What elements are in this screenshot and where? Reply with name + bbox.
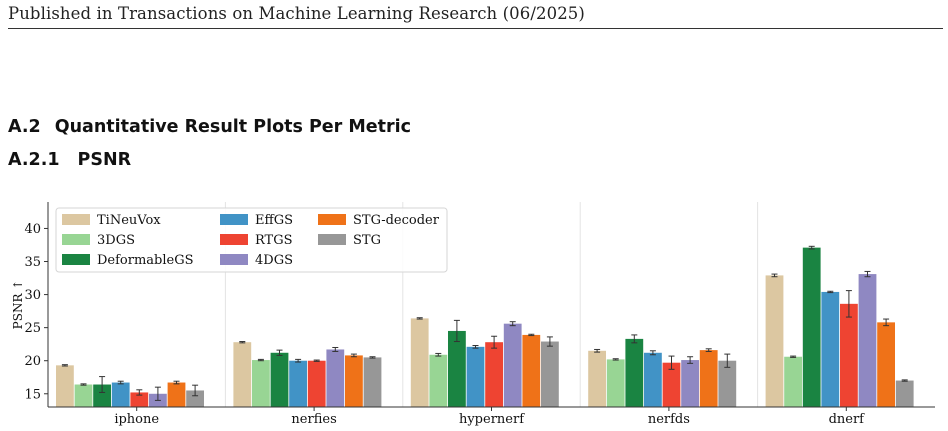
y-tick-label: 20 [24,354,41,369]
legend-label-DeformableGS: DeformableGS [97,253,194,268]
bar-DeformableGS-iphone [93,384,111,407]
bar-TiNeuVox-iphone [56,365,74,407]
x-tick-label-nerfds: nerfds [648,412,690,427]
legend-swatch-RTGS [220,234,248,245]
legend-label-STG: STG [353,233,381,248]
bar-RTGS-dnerf [840,303,858,407]
bar-4DGS-dnerf [858,274,877,407]
bar-TiNeuVox-nerfds [588,350,606,407]
bar-3DGS-nerfds [606,359,625,407]
legend-label-STG-decoder: STG-decoder [353,213,440,228]
bar-4DGS-nerfds [681,360,699,407]
bar-DeformableGS-dnerf [802,247,821,407]
legend-box [55,207,448,273]
bar-TiNeuVox-dnerf [765,275,784,407]
legend-swatch-STG-decoder [318,214,346,225]
legend-swatch-3DGS [62,234,90,245]
bar-STG-decoder-nerfies [345,355,363,407]
section-title: Quantitative Result Plots Per Metric [54,117,412,137]
bar-EffGS-iphone [111,382,130,407]
bar-STG-nerfies [363,357,382,407]
subsection-number: A.2.1 [8,150,60,170]
y-tick-label: 25 [24,321,41,336]
subsection-heading: A.2.1 PSNR [8,150,131,170]
bar-RTGS-nerfies [307,360,326,407]
legend-swatch-4DGS [220,254,248,265]
y-tick-label: 35 [24,255,41,270]
bar-EffGS-dnerf [821,291,840,407]
bar-3DGS-nerfies [252,360,270,407]
bar-STG-dnerf [895,380,914,407]
bar-RTGS-hypernerf [485,342,503,407]
bar-DeformableGS-nerfds [625,338,644,407]
bar-STG-decoder-hypernerf [522,334,541,407]
bar-STG-nerfds [718,360,737,407]
bar-4DGS-hypernerf [503,323,522,407]
bar-STG-decoder-iphone [167,382,186,407]
bar-TiNeuVox-nerfies [233,342,252,407]
bar-STG-iphone [186,390,204,407]
legend-swatch-EffGS [220,214,248,225]
bar-4DGS-nerfies [326,349,345,407]
bar-RTGS-iphone [130,392,149,407]
legend-swatch-DeformableGS [62,254,90,265]
x-tick-label-dnerf: dnerf [829,412,866,427]
bar-STG-decoder-dnerf [877,322,895,407]
bar-EffGS-hypernerf [466,346,485,407]
x-tick-label-iphone: iphone [114,412,159,427]
y-tick-label: 40 [24,222,41,237]
legend-label-RTGS: RTGS [255,233,293,248]
legend-label-TiNeuVox: TiNeuVox [97,213,161,228]
bar-TiNeuVox-hypernerf [410,318,429,407]
bar-DeformableGS-hypernerf [448,330,466,407]
legend-label-EffGS: EffGS [255,213,293,228]
y-tick-label: 30 [24,288,41,303]
legend-swatch-TiNeuVox [62,214,90,225]
bar-EffGS-nerfies [289,360,307,407]
bar-EffGS-nerfds [644,352,662,407]
bar-3DGS-iphone [74,384,93,407]
x-tick-label-nerfies: nerfies [291,412,336,427]
y-axis-label: PSNR ↑ [11,280,25,330]
legend-swatch-STG [318,234,346,245]
y-tick-label: 15 [24,387,41,402]
legend-label-3DGS: 3DGS [97,233,135,248]
section-heading: A.2 Quantitative Result Plots Per Metric [8,117,411,137]
running-header: Published in Transactions on Machine Lea… [8,4,585,23]
header-rule [8,28,943,29]
legend-label-4DGS: 4DGS [255,253,293,268]
subsection-title: PSNR [77,150,132,170]
bar-STG-decoder-nerfds [699,350,718,407]
section-number: A.2 [8,117,41,137]
bar-DeformableGS-nerfies [270,352,289,407]
bar-RTGS-nerfds [662,362,681,407]
bar-3DGS-dnerf [784,356,802,407]
bar-3DGS-hypernerf [429,354,448,407]
bar-STG-hypernerf [541,341,559,407]
psnr-bar-chart: 15 20 25 30 35 40 iphone nerfies hypernerf nerfds… [11,202,935,427]
x-tick-label-hypernerf: hypernerf [459,412,525,427]
